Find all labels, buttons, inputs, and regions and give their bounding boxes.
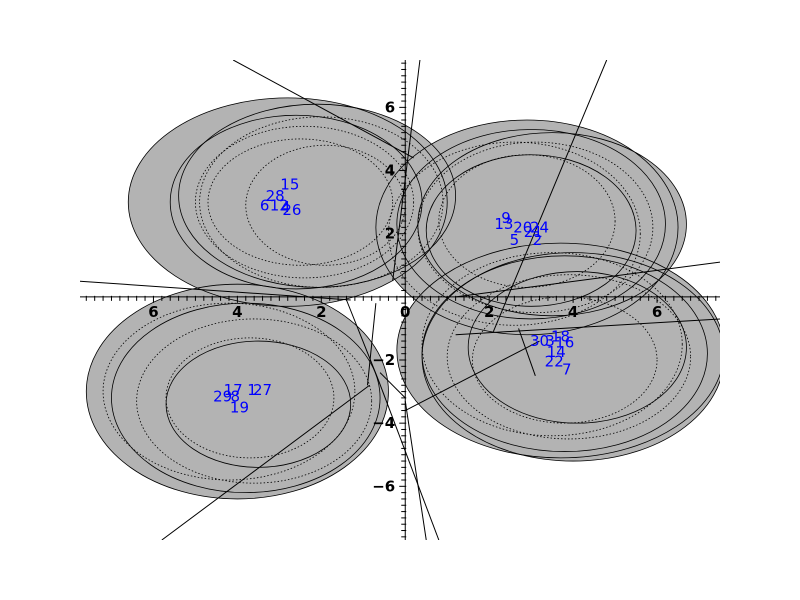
- disk-outline-21: [85, 283, 389, 500]
- line-0: [232, 60, 414, 159]
- line-12: [455, 318, 720, 336]
- x-tick-label: 2: [316, 303, 326, 321]
- disk-layer: [85, 97, 720, 500]
- point-label: 14: [547, 343, 566, 361]
- x-tick-label: 4: [568, 303, 578, 321]
- disk-outline-20: [421, 252, 720, 462]
- disk-outline-17: [467, 271, 687, 424]
- point-label: 2: [533, 231, 543, 249]
- line-2: [492, 60, 608, 332]
- y-tick-labels: −6 −4 −2 2 4 6: [372, 98, 395, 495]
- point-label: 8: [231, 387, 241, 405]
- y-tick-label: 2: [385, 225, 395, 243]
- point-label: 19: [230, 398, 249, 416]
- disk-outline-23: [136, 318, 373, 484]
- disk-fill-26: [103, 303, 355, 480]
- y-minor-ticks: [399, 62, 407, 538]
- disk-outline-4: [207, 138, 394, 266]
- line-9: [379, 372, 406, 399]
- y-tick-label: 6: [385, 98, 395, 116]
- disk-outline-2: [195, 125, 415, 279]
- point-label: 27: [253, 381, 272, 399]
- point-label: 7: [562, 360, 572, 378]
- disk-outline-16: [446, 274, 692, 440]
- point-label: 13: [494, 215, 513, 233]
- point-label: 3: [545, 332, 555, 350]
- point-label: 28: [266, 187, 285, 205]
- point-label: 29: [213, 387, 232, 405]
- line-3: [455, 261, 720, 298]
- line-13: [404, 400, 427, 540]
- point-label: 18: [551, 327, 570, 345]
- disk-outline-8: [396, 129, 666, 320]
- disk-fill-20: [422, 252, 720, 462]
- disk-outline-22: [111, 302, 381, 494]
- x-tick-label: 2: [484, 303, 494, 321]
- disk-outline-19: [421, 252, 683, 437]
- point-label: 16: [555, 334, 574, 352]
- point-label: 26: [282, 201, 301, 219]
- disk-fill-6: [245, 145, 406, 266]
- disk-outline-9: [417, 141, 654, 314]
- disk-outline-12: [388, 141, 641, 326]
- x-minor-ticks: [85, 295, 717, 303]
- y-tick-label: −4: [372, 414, 395, 432]
- point-label: 9: [501, 209, 511, 227]
- x-tick-label: 4: [232, 303, 242, 321]
- point-label: 12: [270, 196, 289, 214]
- point-label: 24: [530, 218, 549, 236]
- point-label: 22: [545, 353, 564, 371]
- x-tick-labels: 6 4 2 0 2 4 6: [148, 303, 662, 321]
- point-label: 6: [260, 196, 270, 214]
- line-5: [161, 384, 370, 540]
- point-label: 1: [247, 381, 257, 399]
- point-label: 15: [280, 176, 299, 194]
- disk-outline-3: [199, 116, 444, 288]
- disk-outline-13: [417, 132, 687, 317]
- disk-outline-26: [102, 302, 356, 481]
- line-7: [377, 378, 440, 540]
- point-label: 30: [530, 332, 549, 350]
- disk-outline-0: [127, 97, 448, 307]
- line-8: [366, 303, 377, 386]
- point-label: 4: [281, 198, 291, 216]
- y-tick-label: −6: [372, 477, 395, 495]
- x-tick-label: 6: [652, 303, 662, 321]
- line-layer: [80, 60, 720, 540]
- line-6: [346, 299, 379, 380]
- x-tick-label: 0: [400, 303, 410, 321]
- y-tick-label: −2: [372, 351, 395, 369]
- x-tick-label: 6: [148, 303, 158, 321]
- disk-outline-11: [438, 154, 616, 288]
- point-label: 5: [510, 231, 520, 249]
- y-tick-label: 4: [385, 162, 395, 180]
- disk-outline-10: [425, 154, 637, 307]
- point-label: 17: [224, 381, 243, 399]
- disk-outline-24: [165, 340, 352, 468]
- disk-outline-5: [178, 103, 457, 288]
- disk-outline-14: [396, 242, 720, 459]
- point-label: 20: [513, 218, 532, 236]
- line-1: [392, 60, 421, 282]
- line-10: [405, 340, 540, 411]
- point-label: 21: [524, 223, 543, 241]
- disk-outline-7: [375, 119, 679, 336]
- disk-outline-25: [165, 337, 335, 459]
- line-11: [518, 328, 536, 376]
